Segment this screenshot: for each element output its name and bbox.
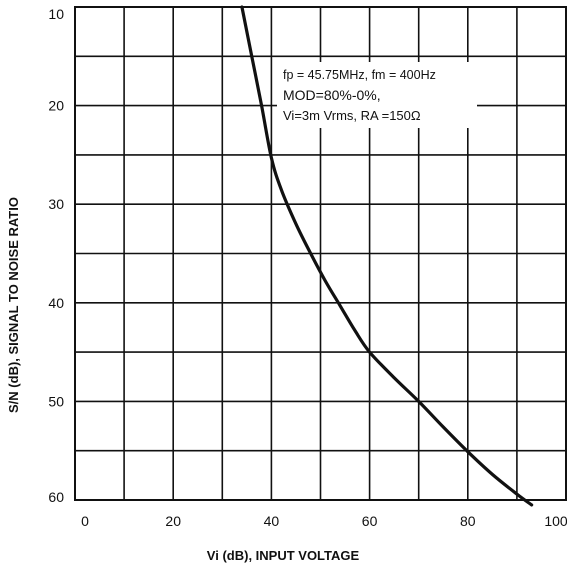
y-tick-label: 10 xyxy=(48,6,64,22)
y-tick-label: 50 xyxy=(48,393,64,409)
annotation-background xyxy=(277,62,477,128)
annotation-line-3: Vi=3m Vrms, RA =150Ω xyxy=(283,108,421,123)
x-axis-title: Vi (dB), INPUT VOLTAGE xyxy=(207,548,360,563)
y-tick-label: 30 xyxy=(48,196,64,212)
x-tick-label: 40 xyxy=(264,513,280,529)
tick-labels: 0 20 40 60 80 100 10 20 30 40 50 60 xyxy=(48,6,567,529)
x-tick-label: 80 xyxy=(460,513,476,529)
y-tick-label: 60 xyxy=(48,489,64,505)
plot-frame xyxy=(74,6,567,501)
x-tick-label: 60 xyxy=(362,513,378,529)
y-tick-label: 20 xyxy=(48,98,64,114)
annotation-line-1: fp = 45.75MHz, fm = 400Hz xyxy=(283,68,436,82)
annotation-line-2: MOD=80%-0%, xyxy=(283,87,381,103)
y-tick-label: 40 xyxy=(48,295,64,311)
x-tick-label: 20 xyxy=(165,513,181,529)
y-axis-title: S/N (dB), SIGNAL TO NOISE RATIO xyxy=(6,197,21,413)
x-tick-label: 0 xyxy=(81,513,89,529)
series-line xyxy=(240,5,534,507)
x-tick-label: 100 xyxy=(544,513,567,529)
